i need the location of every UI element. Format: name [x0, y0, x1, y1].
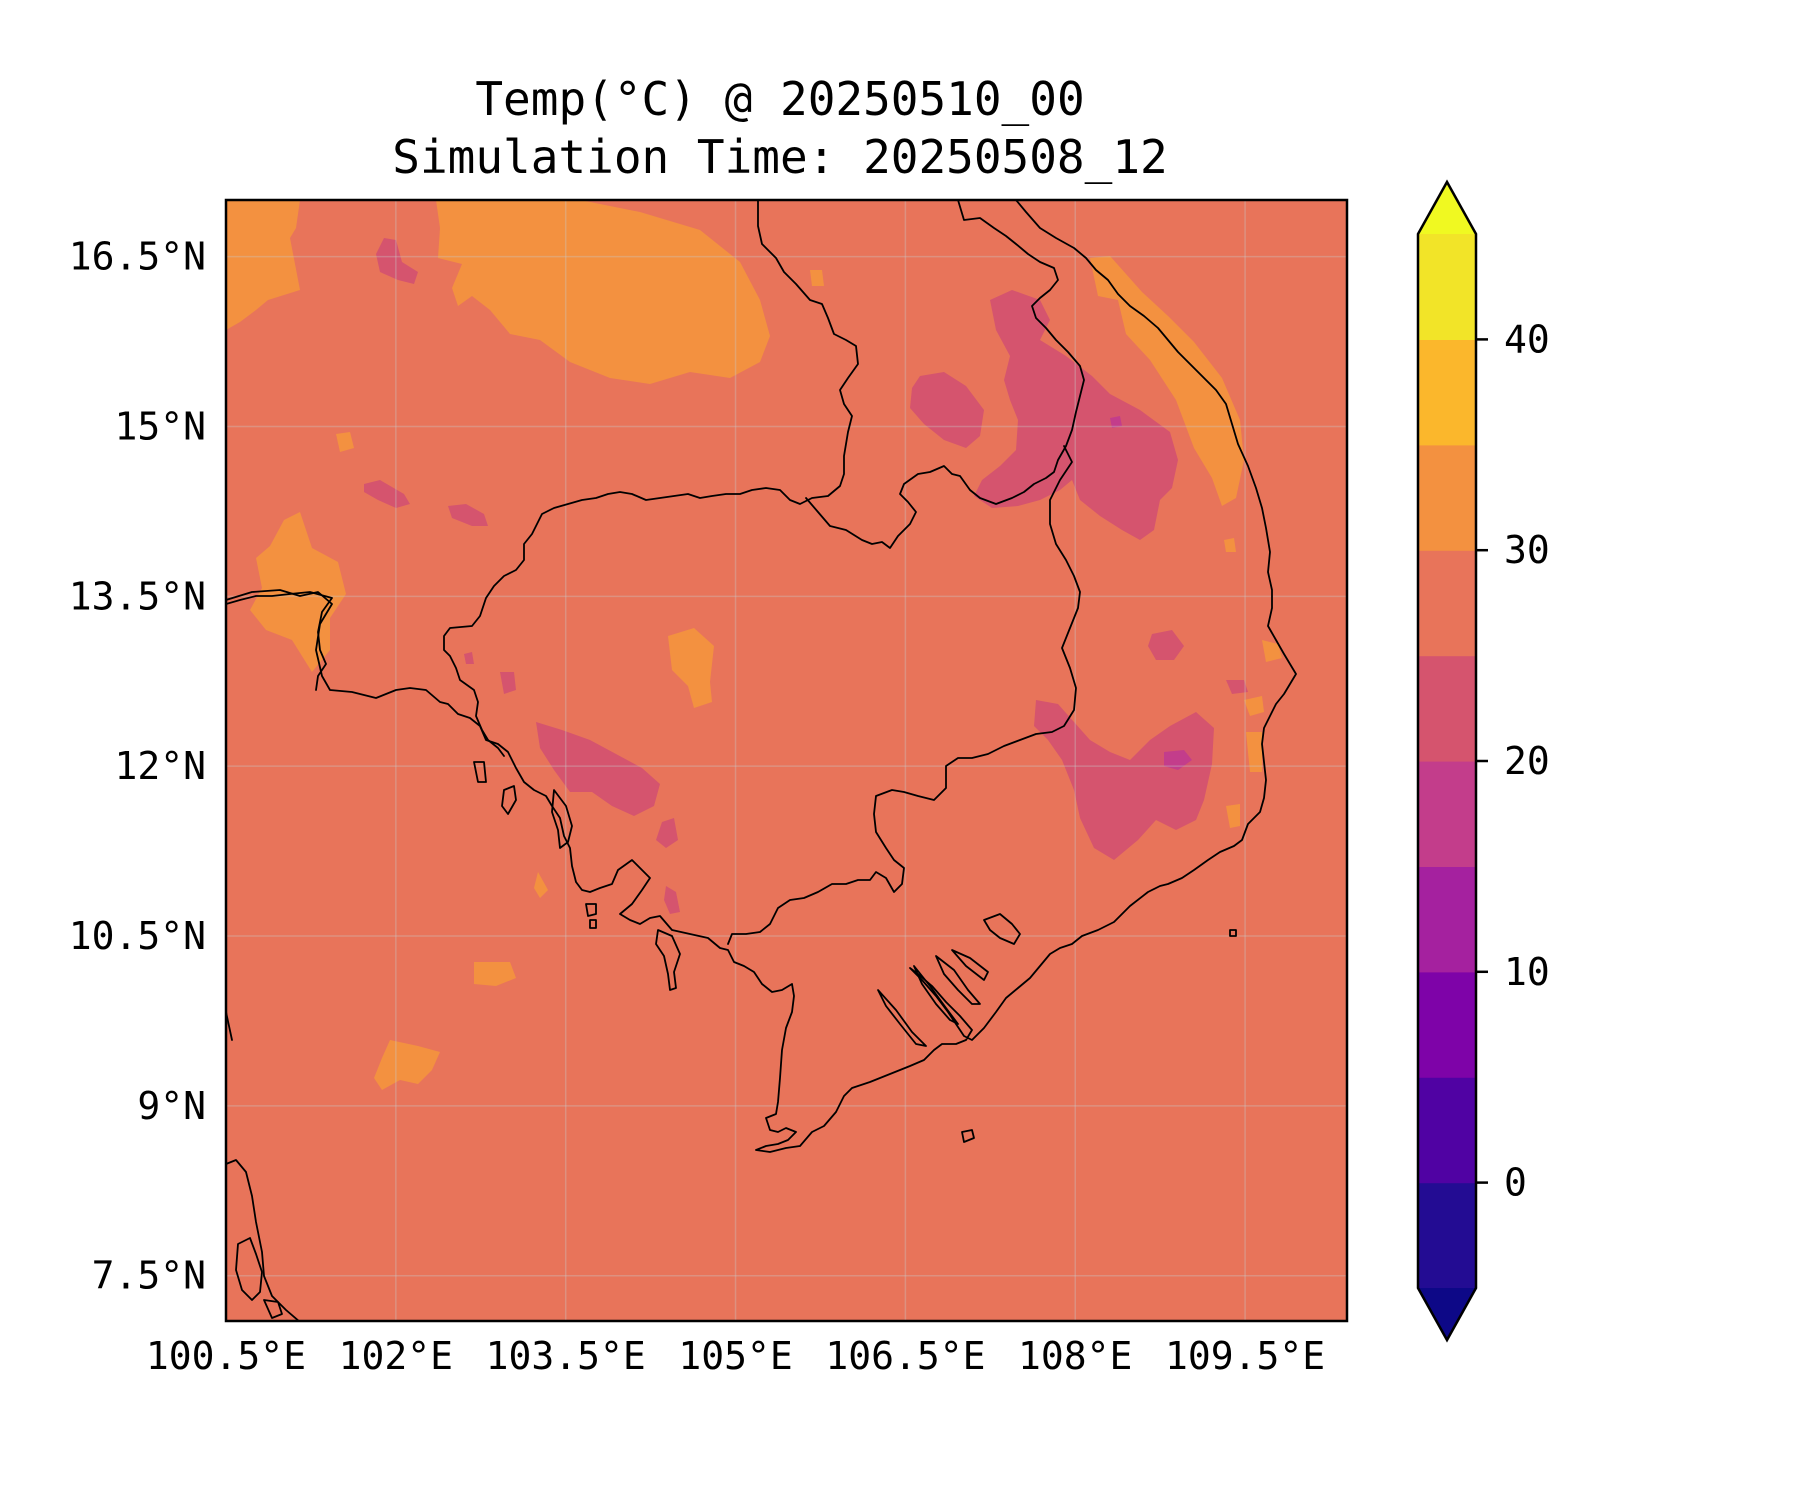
- colorbar: 0 10 20 30 40: [1416, 179, 1550, 1343]
- temperature-region-20-25: [364, 238, 1248, 914]
- colorbar-band: [1418, 1077, 1476, 1184]
- temperature-region-15-20: [1110, 416, 1192, 770]
- y-tick-label: 15°N: [114, 404, 206, 448]
- colorbar-band: [1418, 444, 1476, 551]
- colorbar-band: [1418, 866, 1476, 973]
- colorbar-band: [1418, 971, 1476, 1078]
- x-axis: 100.5°E 102°E 103.5°E 105°E 106.5°E 108°E 109.…: [146, 1334, 1325, 1378]
- y-axis: 16.5°N 15°N 13.5°N 12°N 10.5°N 9°N 7.5°N: [69, 235, 206, 1298]
- temperature-region-30-35: [226, 200, 1282, 1090]
- colorbar-extend-max: [1418, 182, 1476, 234]
- colorbar-band: [1418, 655, 1476, 762]
- x-tick-label: 105°E: [678, 1334, 792, 1378]
- map-gridlines: [226, 200, 1347, 1321]
- y-tick-label: 10.5°N: [69, 914, 206, 958]
- x-tick-label: 103.5°E: [486, 1334, 646, 1378]
- map-title: Temp(°C) @ 20250510_00: [475, 72, 1085, 126]
- y-tick-label: 16.5°N: [69, 235, 206, 279]
- colorbar-tick-label: 40: [1504, 317, 1550, 361]
- colorbar-tick-label: 0: [1504, 1161, 1527, 1205]
- colorbar-band: [1418, 761, 1476, 867]
- colorbar-outline: [1416, 179, 1478, 1343]
- map-subtitle: Simulation Time: 20250508_12: [392, 130, 1168, 184]
- y-tick-label: 13.5°N: [69, 574, 206, 618]
- map-frame: [224, 198, 1349, 1323]
- x-tick-label: 109.5°E: [1165, 1334, 1325, 1378]
- colorbar-band: [1418, 339, 1476, 446]
- x-tick-label: 106.5°E: [825, 1334, 985, 1378]
- y-tick-label: 9°N: [137, 1084, 206, 1128]
- coastlines-and-borders: [226, 200, 1297, 1321]
- x-tick-label: 100.5°E: [146, 1334, 306, 1378]
- colorbar-tick-label: 10: [1504, 950, 1550, 994]
- y-tick-label: 12°N: [114, 744, 206, 788]
- colorbar-band: [1418, 1182, 1476, 1289]
- colorbar-band: [1418, 550, 1476, 657]
- colorbar-tick-label: 20: [1504, 739, 1550, 783]
- colorbar-band: [1418, 234, 1476, 340]
- colorbar-tick-label: 30: [1504, 528, 1550, 572]
- colorbar-extend-min: [1418, 1288, 1476, 1340]
- y-tick-label: 7.5°N: [92, 1254, 206, 1298]
- x-tick-label: 102°E: [339, 1334, 453, 1378]
- x-tick-label: 108°E: [1018, 1334, 1132, 1378]
